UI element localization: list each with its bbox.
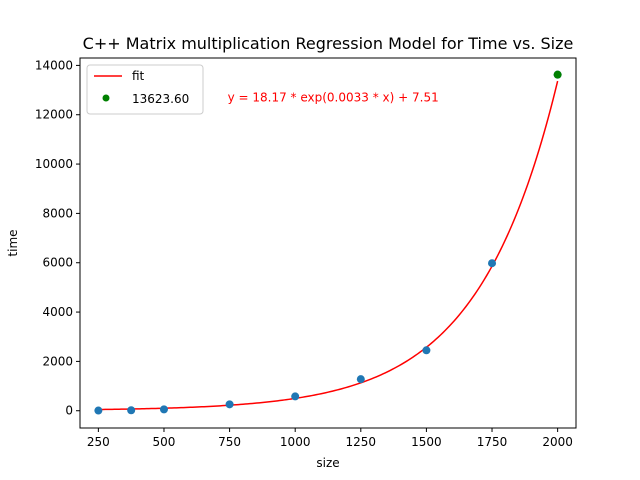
y-tick-label: 14000 <box>35 58 73 72</box>
points-layer <box>94 70 562 415</box>
x-tick-label: 2000 <box>542 435 573 449</box>
x-tick-label: 500 <box>153 435 176 449</box>
data-point <box>127 406 136 415</box>
data-point <box>356 375 365 384</box>
legend: fit 13623.60 <box>86 64 204 115</box>
x-tick-label: 1000 <box>280 435 311 449</box>
x-tick-label: 1750 <box>477 435 508 449</box>
x-tick-label: 750 <box>218 435 241 449</box>
equation-annotation: y = 18.17 * exp(0.0033 * x) + 7.51 <box>228 90 439 104</box>
y-axis-label: time <box>6 229 20 256</box>
data-point <box>488 259 497 268</box>
data-point <box>159 405 168 414</box>
legend-box <box>86 64 204 115</box>
x-axis-label: size <box>316 456 339 470</box>
y-tick-label: 4000 <box>42 305 73 319</box>
highlight-point <box>553 70 562 79</box>
x-tick-label: 250 <box>87 435 110 449</box>
legend-point-label: 13623.60 <box>132 92 189 106</box>
y-axis: 0 2000 4000 6000 8000 10000 12000 14000 <box>35 58 80 418</box>
data-point <box>422 346 431 355</box>
x-axis: 250 500 750 1000 1250 1500 1750 2000 <box>87 428 573 449</box>
x-tick-label: 1500 <box>411 435 442 449</box>
y-tick-label: 0 <box>65 404 73 418</box>
chart-title: C++ Matrix multiplication Regression Mod… <box>83 34 574 53</box>
legend-point-swatch <box>102 94 110 102</box>
x-tick-label: 1250 <box>346 435 377 449</box>
plot-frame <box>79 57 577 429</box>
y-tick-label: 10000 <box>35 157 73 171</box>
fit-curve <box>98 80 559 411</box>
y-tick-label: 8000 <box>42 206 73 220</box>
fit-layer <box>98 80 559 411</box>
data-point <box>291 392 300 401</box>
data-point <box>94 406 103 415</box>
y-tick-label: 6000 <box>42 256 73 270</box>
y-tick-label: 12000 <box>35 108 73 122</box>
y-tick-label: 2000 <box>42 354 73 368</box>
data-point <box>225 400 234 409</box>
legend-fit-label: fit <box>132 69 145 83</box>
